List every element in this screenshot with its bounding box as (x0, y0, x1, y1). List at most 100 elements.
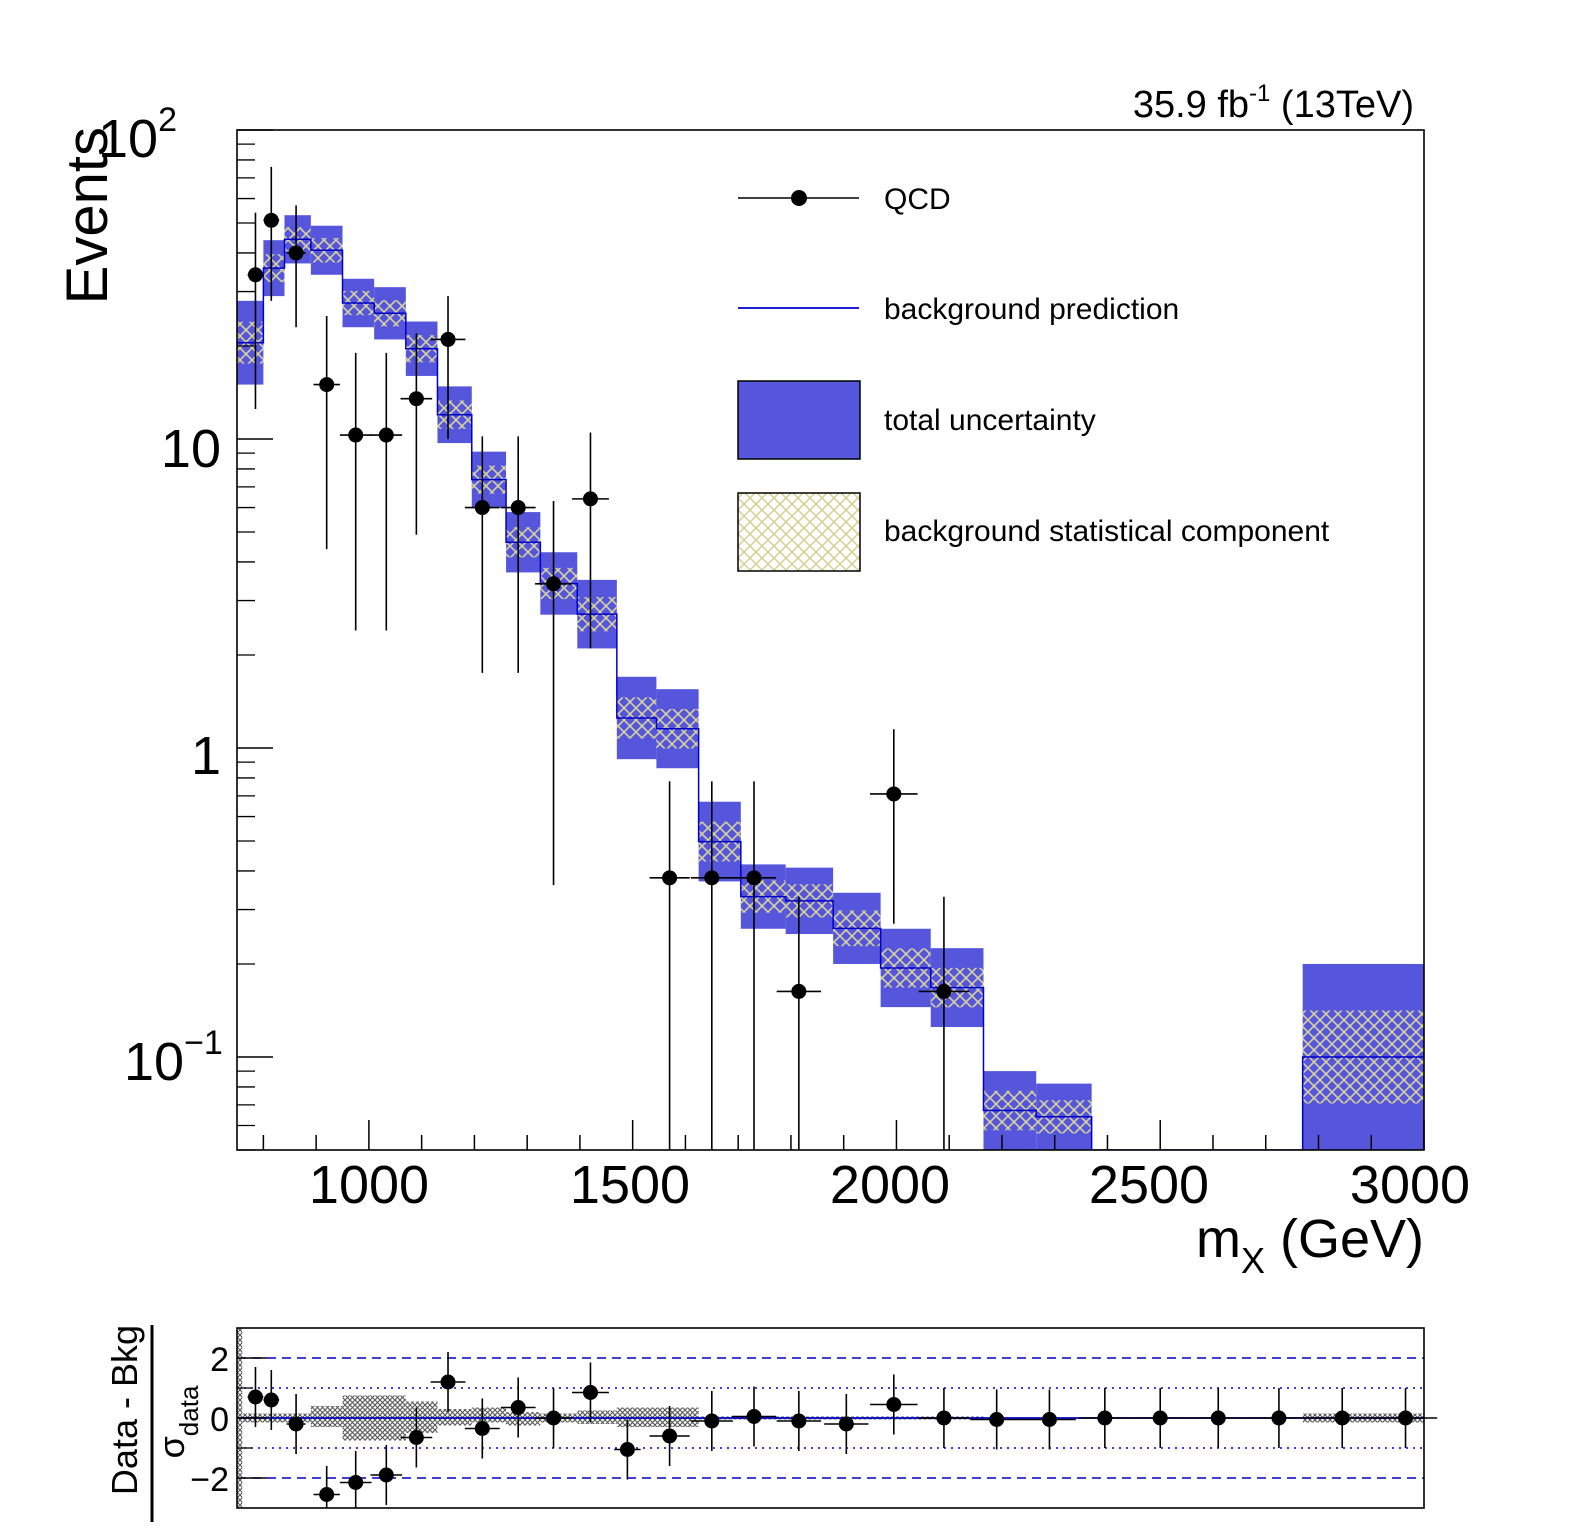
qcd-point-marker-0 (247, 267, 263, 283)
legend-entry-stat-component: background statistical component (737, 492, 1330, 572)
legend-entry-qcd: QCD (738, 183, 951, 216)
qcd-point-marker-7 (440, 331, 456, 347)
qcd-point-17 (918, 896, 970, 1150)
x-axis-title-sub: X (1241, 1240, 1265, 1281)
qcd-point-marker-4 (348, 427, 364, 443)
ratio-point-25 (1247, 1388, 1311, 1448)
ratio-band-bin-2 (310, 1406, 343, 1427)
y-tick-label-100: 102 (98, 101, 177, 169)
ratio-point-11 (571, 1362, 609, 1423)
ratio-panel: 2 0 −2 Data - Bkg σdata (104, 1325, 1438, 1522)
ratio-point-marker-15 (746, 1409, 762, 1424)
ratio-point-marker-7 (440, 1374, 456, 1390)
ratio-point-marker-8 (474, 1421, 490, 1436)
ratio-point-5 (370, 1445, 403, 1505)
legend-label-prediction: background prediction (884, 293, 1179, 326)
y-tick-label-10: 10 (161, 419, 221, 479)
x-tick-label-2000: 2000 (830, 1155, 950, 1215)
main-plot-frame (236, 129, 1425, 1151)
ratio-reference-lines (237, 1357, 1424, 1479)
ratio-point-marker-4 (348, 1475, 364, 1490)
qcd-point-marker-2 (288, 245, 304, 261)
luminosity-exponent: -1 (1249, 80, 1270, 107)
legend-label-total-uncertainty: total uncertainty (884, 404, 1096, 437)
ratio-point-marker-3 (319, 1487, 335, 1502)
background-prediction-line (237, 238, 1424, 1150)
qcd-point-marker-6 (408, 391, 424, 407)
ratio-point-marker-12 (619, 1442, 635, 1457)
ratio-point-19 (918, 1388, 970, 1448)
qcd-point-marker-13 (704, 870, 720, 886)
ratio-point-0 (247, 1367, 264, 1427)
y-tick-label-100-exp: 2 (158, 101, 177, 139)
qcd-point-10 (535, 500, 572, 886)
ratio-point-20 (970, 1389, 1024, 1450)
qcd-point-2 (286, 205, 306, 328)
ratio-point-2 (286, 1394, 306, 1454)
ratio-point-7 (430, 1352, 466, 1412)
ratio-point-marker-11 (582, 1385, 598, 1400)
ratio-point-12 (614, 1419, 641, 1480)
luminosity-energy: (13TeV) (1270, 84, 1414, 126)
legend: QCD background prediction total uncertai… (737, 183, 1330, 572)
qcd-point-6 (400, 333, 433, 535)
ratio-point-marker-10 (546, 1410, 562, 1426)
ratio-point-marker-24 (1210, 1410, 1226, 1426)
main-panel: 102 10 1 10−1 1000 1500 2000 2500 3000 E… (55, 80, 1470, 1281)
ratio-point-marker-21 (1041, 1412, 1057, 1427)
ratio-y-tick-label-2: 2 (210, 1341, 229, 1379)
qcd-point-marker-1 (263, 212, 279, 228)
ratio-point-marker-26 (1334, 1410, 1350, 1426)
qcd-point-12 (649, 781, 690, 1150)
ratio-point-marker-25 (1271, 1410, 1287, 1426)
ratio-y-title-sigma: σ (151, 1436, 192, 1458)
ratio-y-tick-label-0: 0 (210, 1401, 229, 1439)
ratio-point-22 (1078, 1388, 1132, 1448)
ratio-point-marker-17 (838, 1416, 854, 1432)
ratio-point-marker-6 (408, 1430, 424, 1445)
qcd-point-marker-11 (582, 491, 598, 507)
y-axis-title: Events (55, 127, 120, 304)
ratio-point-4 (339, 1451, 372, 1508)
y-tick-label-0p1-exp: −1 (184, 1024, 223, 1062)
y-tick-label-1: 1 (191, 726, 221, 786)
ratio-point-marker-0 (247, 1389, 263, 1405)
x-tick-label-2500: 2500 (1089, 1155, 1209, 1215)
x-axis-title-main: m (1196, 1209, 1241, 1269)
ratio-point-marker-23 (1152, 1410, 1168, 1426)
x-tick-label-1500: 1500 (570, 1155, 690, 1215)
qcd-point-marker-9 (510, 500, 526, 516)
ratio-point-marker-9 (510, 1400, 526, 1415)
ratio-point-21 (1023, 1389, 1076, 1450)
qcd-point-marker-12 (662, 870, 678, 886)
ratio-point-18 (870, 1374, 918, 1435)
ratio-y-title-numerator: Data - Bkg (104, 1325, 145, 1495)
qcd-point-marker-15 (791, 983, 807, 999)
ratio-point-9 (500, 1377, 536, 1438)
qcd-point-marker-14 (746, 870, 762, 886)
background-uncertainty-bands (237, 215, 1424, 1150)
qcd-point-7 (430, 296, 466, 439)
x-axis-title-unit: (GeV) (1265, 1209, 1424, 1269)
ratio-y-tick-label-m2: −2 (190, 1461, 229, 1499)
qcd-data-points (247, 166, 970, 1150)
legend-entry-prediction: background prediction (738, 293, 1179, 326)
qcd-point-11 (571, 432, 609, 649)
ratio-point-3 (313, 1466, 340, 1508)
main-x-ticks (262, 1120, 1425, 1150)
qcd-point-15 (776, 896, 822, 1150)
ratio-point-marker-20 (989, 1412, 1005, 1427)
ratio-band-bin-6 (471, 1407, 507, 1423)
legend-label-qcd: QCD (884, 183, 951, 216)
ratio-point-marker-5 (378, 1467, 394, 1483)
ratio-point-15 (731, 1386, 777, 1447)
qcd-point-16 (870, 729, 918, 924)
ratio-y-title-denominator: σdata (151, 1385, 204, 1458)
x-axis-title: mX (GeV) (1196, 1209, 1424, 1281)
luminosity-label: 35.9 fb-1 (13TeV) (1133, 80, 1414, 126)
ratio-point-marker-2 (288, 1416, 304, 1432)
qcd-point-0 (247, 212, 264, 410)
qcd-point-marker-5 (378, 427, 394, 443)
qcd-point-9 (500, 436, 536, 673)
